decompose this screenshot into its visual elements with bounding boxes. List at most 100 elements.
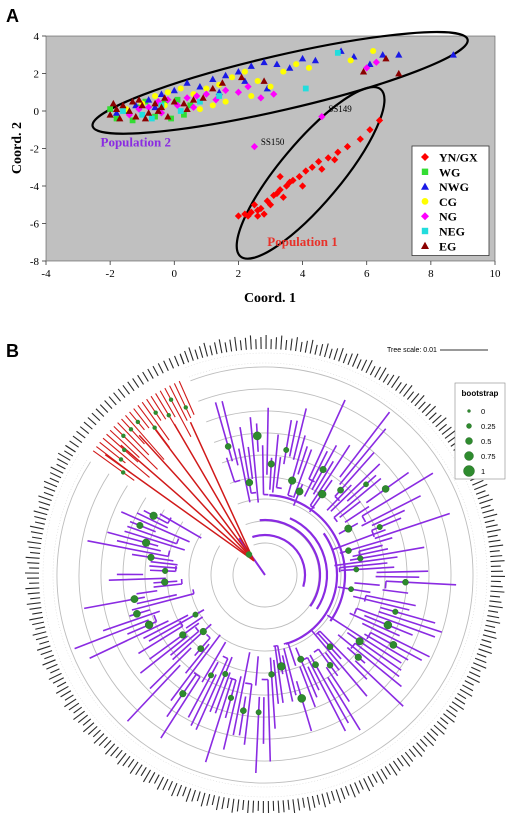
legend-marker-wg [421,168,429,175]
tip-label-mark [27,541,42,545]
tip-label-mark [142,769,152,783]
tree-branch [325,666,350,703]
tip-label-mark [468,671,481,678]
bootstrap-node [142,538,151,547]
point-cg [222,98,229,105]
tree-branch-arc [366,632,372,640]
tree-branch [195,658,229,730]
tree-branch [364,633,409,661]
tip-label-mark [157,363,164,374]
tip-label-mark [403,385,413,397]
tip-label-mark [35,626,46,630]
bootstrap-node [168,397,174,402]
tree-branch [74,619,149,650]
tip-label-mark [391,375,400,389]
tip-label-mark [292,799,296,813]
tip-label-mark [478,648,492,655]
tree-branch [299,666,316,708]
tip-label-mark [426,731,437,742]
tip-label-mark [338,347,344,362]
tip-label-mark [249,335,252,350]
tip-label-mark [435,417,447,428]
tip-label-mark [472,479,484,486]
tree-branch-arc [370,530,375,538]
tip-label-mark [474,657,487,664]
tree-branch-red [120,444,255,562]
tree-branch [120,511,190,543]
tip-label-mark [104,400,113,410]
tree-branch [319,630,368,680]
tree-branch [225,457,236,483]
tip-label-mark [79,426,90,434]
tip-label-mark [142,371,149,382]
tree-branch [214,402,234,462]
tip-label-mark [438,423,447,432]
legend-marker-nwg [421,182,429,190]
point-yn-gx [334,148,342,156]
tree-branch [333,477,382,519]
x-axis-label: Coord. 1 [244,291,296,306]
tip-label-mark [485,624,496,629]
point-eg [135,96,143,103]
tip-label-mark [82,722,95,733]
tip-label-mark [371,773,378,783]
point-neg [120,108,126,114]
tip-label-mark [488,605,503,609]
tip-label-mark [132,378,140,388]
tip-label-mark [349,784,356,798]
tip-label-mark [44,654,54,660]
bootstrap-legend-label: 0.5 [481,437,491,446]
tip-label-mark [162,778,169,791]
tip-label-mark [65,445,76,453]
point-nwg [286,64,294,71]
bootstrap-legend-dot [463,465,475,477]
tip-label-mark [129,761,139,774]
point-cg [228,74,236,81]
tip-label-mark [73,706,83,714]
point-yn-gx [234,212,243,220]
tip-label-mark [163,360,169,371]
tree-branch-red [141,401,170,441]
tip-label-mark [115,749,123,759]
bootstrap-node [245,478,254,487]
tree-branch [361,472,434,517]
point-yn-gx [279,193,287,201]
tree-ring [232,542,298,608]
bootstrap-legend-box [454,382,506,480]
tip-label-mark [430,728,439,736]
tree-branch-red [159,390,176,418]
x-tick-label: 2 [236,268,242,280]
tip-label-mark [328,348,333,359]
point-ng [363,64,371,72]
tip-label-mark [490,560,505,563]
tip-label-mark [46,663,58,670]
bootstrap-node [162,567,169,574]
tree-guide-ring [42,352,488,798]
tip-label-mark [29,616,44,621]
tree-branch [339,411,391,478]
point-wg [142,98,149,105]
tip-label-mark [474,483,488,491]
tree-branch-red [113,425,158,470]
bootstrap-node [283,447,290,453]
legend-label-nwg: NWG [439,180,469,194]
tip-label-mark [209,345,213,356]
point-nwg [151,103,159,111]
tip-label-mark [33,510,48,516]
point-neg [334,49,341,56]
tip-label-mark [213,342,218,355]
tip-label-mark [382,373,389,383]
tree-branch [287,642,297,666]
point-yn-gx [266,201,275,209]
tip-label-mark [92,729,101,738]
annotation-population-2: Population 2 [101,135,171,150]
legend-marker-eg [421,241,429,249]
tip-label-mark [127,381,135,392]
bootstrap-node [376,524,383,530]
point-yn-gx [324,154,332,162]
tree-branch-arc [205,633,211,639]
tree-branch-arc [313,648,319,653]
point-ng [173,101,182,109]
tree-branch-arc [269,494,347,622]
tip-label-mark [87,417,97,426]
